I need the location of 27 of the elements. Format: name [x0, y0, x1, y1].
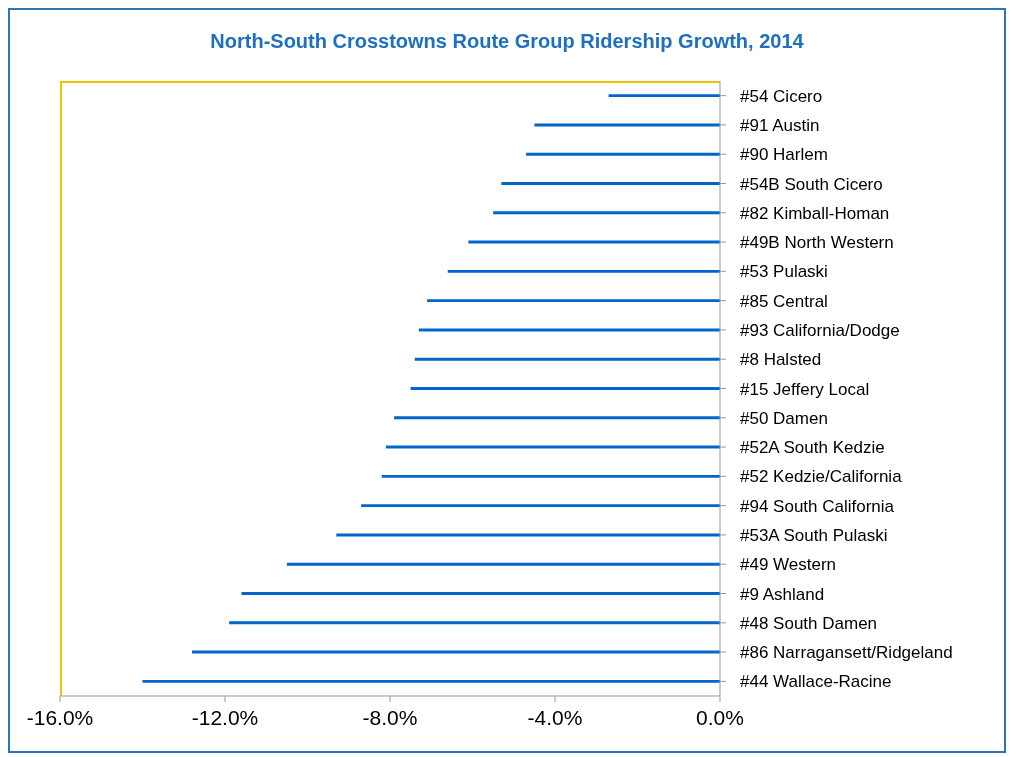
- y-tick-label: #8 Halsted: [740, 350, 822, 370]
- x-tick-label: -4.0%: [527, 705, 583, 729]
- x-tick-label: -8.0%: [362, 705, 418, 729]
- y-tick-label: #52A South Kedzie: [740, 438, 885, 458]
- chart-title: North-South Crosstowns Route Group Ridership Growth, 2014: [209, 30, 805, 53]
- x-tick-label: 0.0%: [696, 705, 744, 729]
- y-tick-label: #44 Wallace-Racine: [740, 672, 892, 692]
- y-tick-label: #53A South Pulaski: [740, 525, 888, 545]
- y-tick-label: #85 Central: [740, 291, 828, 311]
- y-tick-label: #48 South Damen: [740, 613, 878, 633]
- y-tick-label: #49B North Western: [740, 233, 894, 253]
- y-tick-label: #82 Kimball-Homan: [740, 203, 890, 223]
- y-tick-label: #50 Damen: [740, 408, 828, 428]
- y-tick-label: #9 Ashland: [740, 584, 825, 604]
- y-tick-label: #53 Pulaski: [740, 262, 828, 282]
- y-tick-label: #90 Harlem: [740, 145, 828, 165]
- y-tick-label: #52 Kedzie/California: [740, 467, 903, 487]
- y-tick-label: #49 Western: [740, 555, 837, 575]
- y-tick-label: #86 Narragansett/Ridgeland: [740, 643, 953, 663]
- x-tick-label: -16.0%: [26, 705, 94, 729]
- y-tick-label: #54B South Cicero: [740, 174, 883, 194]
- x-tick-label: -12.0%: [191, 705, 259, 729]
- y-tick-label: #54 Cicero: [740, 86, 823, 106]
- y-tick-label: #91 Austin: [740, 115, 820, 135]
- y-tick-label: #93 California/Dodge: [740, 320, 900, 340]
- y-tick-label: #15 Jeffery Local: [740, 379, 870, 399]
- y-tick-label: #94 South California: [740, 496, 895, 516]
